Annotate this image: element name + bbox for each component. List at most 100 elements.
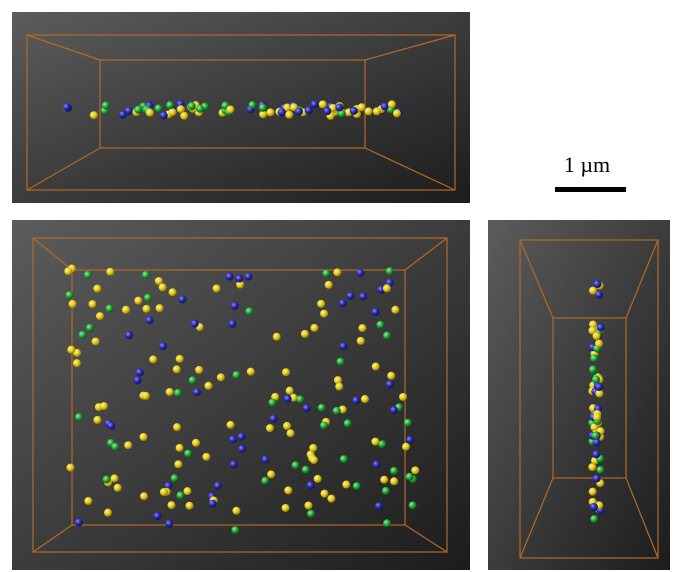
particle (283, 422, 291, 430)
particle (202, 453, 210, 461)
particle (142, 392, 150, 400)
particle (287, 429, 295, 437)
particle (69, 300, 77, 308)
particle (295, 108, 303, 116)
particle (371, 438, 379, 446)
particle (285, 111, 293, 119)
particle (173, 423, 181, 431)
particle (134, 106, 142, 114)
particle (153, 512, 161, 520)
particle (390, 406, 398, 414)
particle (229, 435, 237, 443)
particle (168, 108, 176, 116)
particle (386, 267, 394, 275)
particle (134, 376, 142, 384)
particle (327, 495, 335, 503)
particle (356, 269, 364, 277)
particle (335, 383, 343, 391)
particle (226, 106, 234, 114)
particle (592, 432, 600, 440)
particle (102, 101, 110, 109)
particle (302, 466, 310, 474)
particle (174, 460, 182, 468)
particle (390, 477, 398, 485)
particle (311, 100, 319, 108)
particle (104, 509, 112, 517)
particle (79, 331, 87, 339)
particle (323, 107, 331, 115)
particle (273, 333, 281, 341)
particle (155, 104, 163, 112)
particle (146, 109, 154, 117)
particle (595, 383, 603, 391)
particle (245, 273, 253, 281)
particle (261, 477, 269, 485)
particle (340, 455, 348, 463)
particle (597, 323, 605, 331)
particle (100, 402, 108, 410)
particle (336, 358, 344, 366)
particle (235, 275, 243, 283)
particle (86, 324, 94, 332)
particle (266, 108, 274, 116)
particle (333, 268, 341, 276)
particle (261, 456, 269, 464)
particle (592, 450, 600, 458)
particle (93, 285, 101, 293)
particle (376, 321, 384, 329)
particle (353, 482, 361, 490)
particle (92, 337, 100, 345)
particle (342, 481, 350, 489)
particle (159, 283, 167, 291)
particle (266, 424, 274, 432)
particle (156, 304, 164, 312)
particle (361, 395, 369, 403)
particle (383, 332, 391, 340)
particle (159, 342, 167, 350)
particle (106, 305, 114, 313)
particle (286, 387, 294, 395)
particle (232, 507, 240, 515)
particle (192, 439, 200, 447)
particle (268, 399, 276, 407)
particle (406, 436, 414, 444)
particle (301, 330, 309, 338)
particle (193, 388, 201, 396)
particle (196, 105, 204, 113)
particle (404, 419, 412, 427)
particle (593, 280, 601, 288)
panel-side (12, 12, 470, 203)
particle (176, 355, 184, 363)
particle (114, 484, 122, 492)
panel-top (12, 220, 470, 570)
particle (111, 443, 119, 451)
particle (589, 366, 597, 374)
particle (278, 108, 286, 116)
particle (106, 268, 114, 276)
particle (307, 510, 315, 518)
particle (213, 284, 221, 292)
particle (372, 308, 380, 316)
particle (378, 440, 386, 448)
particle (390, 467, 398, 475)
particle (382, 487, 390, 495)
particle (406, 473, 414, 481)
particle (66, 291, 74, 299)
particle (347, 292, 355, 300)
particle (259, 104, 267, 112)
particle (231, 526, 239, 534)
particle (320, 310, 328, 318)
particle (320, 421, 328, 429)
particle (84, 497, 92, 505)
particle (357, 337, 365, 345)
particle (595, 340, 603, 348)
particle (381, 102, 389, 110)
particle (322, 269, 330, 277)
particle (309, 444, 317, 452)
particle (593, 413, 601, 421)
particle (238, 433, 246, 441)
particle (142, 271, 150, 279)
particle (124, 441, 132, 449)
particle (372, 363, 380, 371)
particle (307, 481, 315, 489)
